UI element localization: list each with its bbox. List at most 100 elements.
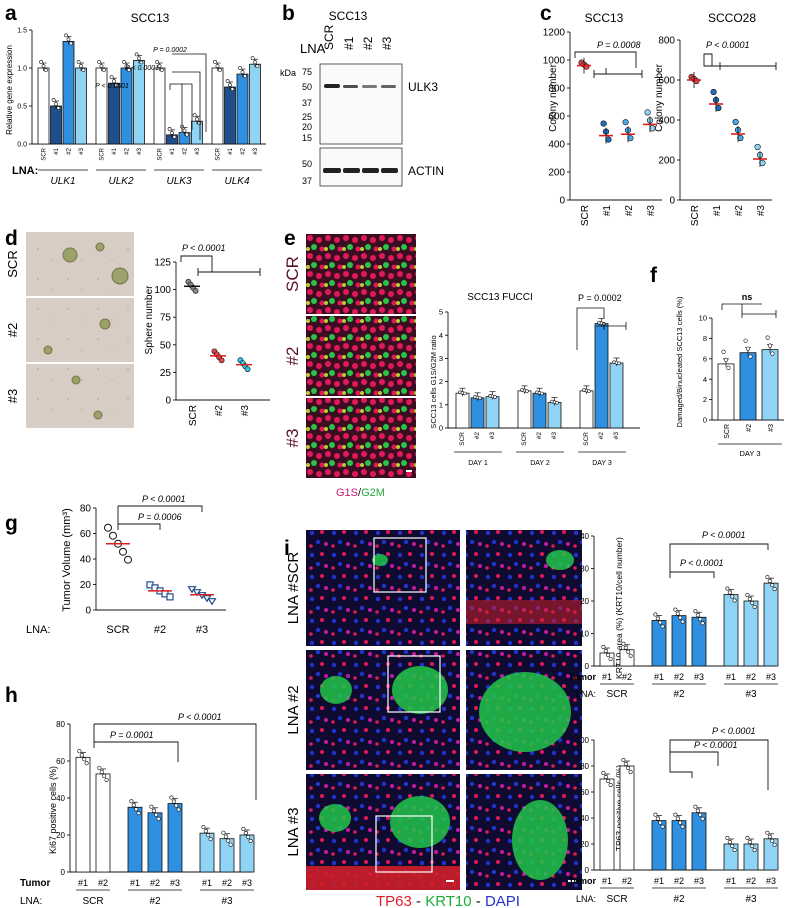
zoom-box-2 [387,655,441,713]
group-label: #2 [673,894,685,905]
krt10-region [319,804,351,832]
data-point [139,60,144,65]
data-point [627,135,634,142]
x-tick-label: #1 [602,205,613,217]
krt10-region [512,800,568,880]
bar [547,402,562,429]
group-label: ULK2 [108,176,133,187]
stain-dapi: DAPI [485,893,520,908]
panel-a-lna-label: LNA: [12,165,38,177]
fucci-image-scr [306,234,416,314]
data-point [673,812,678,817]
y-tick-label: 80 [80,504,92,515]
ihc-image-scr-zoom [466,530,582,646]
data-point [655,616,660,621]
x-tick-label: #3 [551,432,558,440]
panel-f-ylabel: Damaged/Binucleated SCC13 cells (%) [675,296,684,427]
data-point [660,824,665,829]
data-point [248,838,253,843]
data-point [217,68,222,72]
panel-i-letter: i [284,537,290,560]
data-point [767,579,772,584]
fucci-image-3 [306,398,416,478]
data-point [750,600,755,605]
data-point [540,391,544,396]
x-tick-label: #3 [646,205,657,217]
band-label-actin: ACTIN [408,164,444,178]
zoom-box-3 [375,815,433,873]
data-point [601,644,606,649]
y-tick-label: 125 [154,258,171,269]
data-point [171,799,176,804]
data-point [601,770,606,775]
data-point [653,812,658,817]
band-label-ulk3: ULK3 [408,80,438,94]
panel-i-bot-bars: #1 #2 #1 #2 #3 #1 #2 #3 SCR #2 #3 Tumor LNA: [569,757,779,905]
data-point [626,649,631,654]
data-point [170,130,174,135]
kda-marker: 20 [302,122,312,132]
data-point [167,126,172,131]
data-point [680,619,685,624]
y-tick-label: 0 [439,424,443,433]
data-point [752,847,757,852]
krt10-region [320,676,352,704]
panel-i-row: LNA #SCR [285,552,302,625]
data-point [223,834,228,839]
panel-i-top-bars: #1 #2 #1 #2 #3 #1 #2 #3 SCR #2 #3 Tumor LNA: [569,575,779,700]
data-point [752,604,757,609]
bar [249,63,261,145]
panel-f-bars: SCR #2 #3 DAY 3 [717,335,782,458]
panel-a-p2: P < 0.0001 [125,65,159,72]
krt10-region [479,672,571,752]
group-label: ULK4 [224,176,249,187]
stain-tp63: TP63 [376,893,412,908]
data-point [192,113,197,118]
y-tick-label: 0.5 [17,103,27,110]
x-tick-label: #2 [125,147,131,154]
data-point [617,361,621,366]
data-point [203,829,208,834]
y-tick-label: 60 [80,529,92,540]
x-tick-label: #2 [622,672,632,682]
bar [127,806,143,873]
x-tick-label: SCR [188,405,199,426]
data-point [750,843,755,848]
panel-c-title1: SCC13 [585,11,624,25]
y-tick-label: 8 [703,334,707,343]
bar [743,600,759,667]
data-point [748,354,753,359]
data-point [743,338,748,343]
bar [50,105,62,145]
data-point [655,816,660,821]
panel-h-ylabel: Ki67 positive cells (%) [48,766,58,854]
data-point [608,782,613,787]
blot-actin [319,147,403,187]
y-tick-label: 600 [658,76,675,87]
panel-i-bot-lna: LNA: [576,894,596,904]
panel-c-brackets-2 [703,53,777,70]
stain-sep: - [412,893,425,908]
panel-i-top-ylabel: KRT10 area (%) (KRT10/cell number) [614,537,624,679]
y-tick-label: 600 [548,112,565,123]
data-point [700,621,705,626]
y-tick-label: 5 [439,308,443,317]
x-tick-label: #3 [195,147,201,154]
sphere [71,375,81,385]
data-point [102,68,106,72]
data-point [765,335,770,340]
data-point [675,816,680,821]
data-point [69,41,73,46]
bar [723,843,739,871]
x-tick-label: #2 [746,424,753,432]
bar [95,67,108,145]
x-tick-label: #1 [170,147,176,154]
data-point [622,119,629,126]
y-tick-label: 40 [80,555,92,566]
data-point [215,64,220,68]
stain-sep: - [472,893,485,908]
bar [211,67,224,145]
panel-h-lna: LNA: [20,896,42,907]
panel-i-bot-p2: P < 0.0001 [694,740,737,750]
data-point [238,66,243,70]
